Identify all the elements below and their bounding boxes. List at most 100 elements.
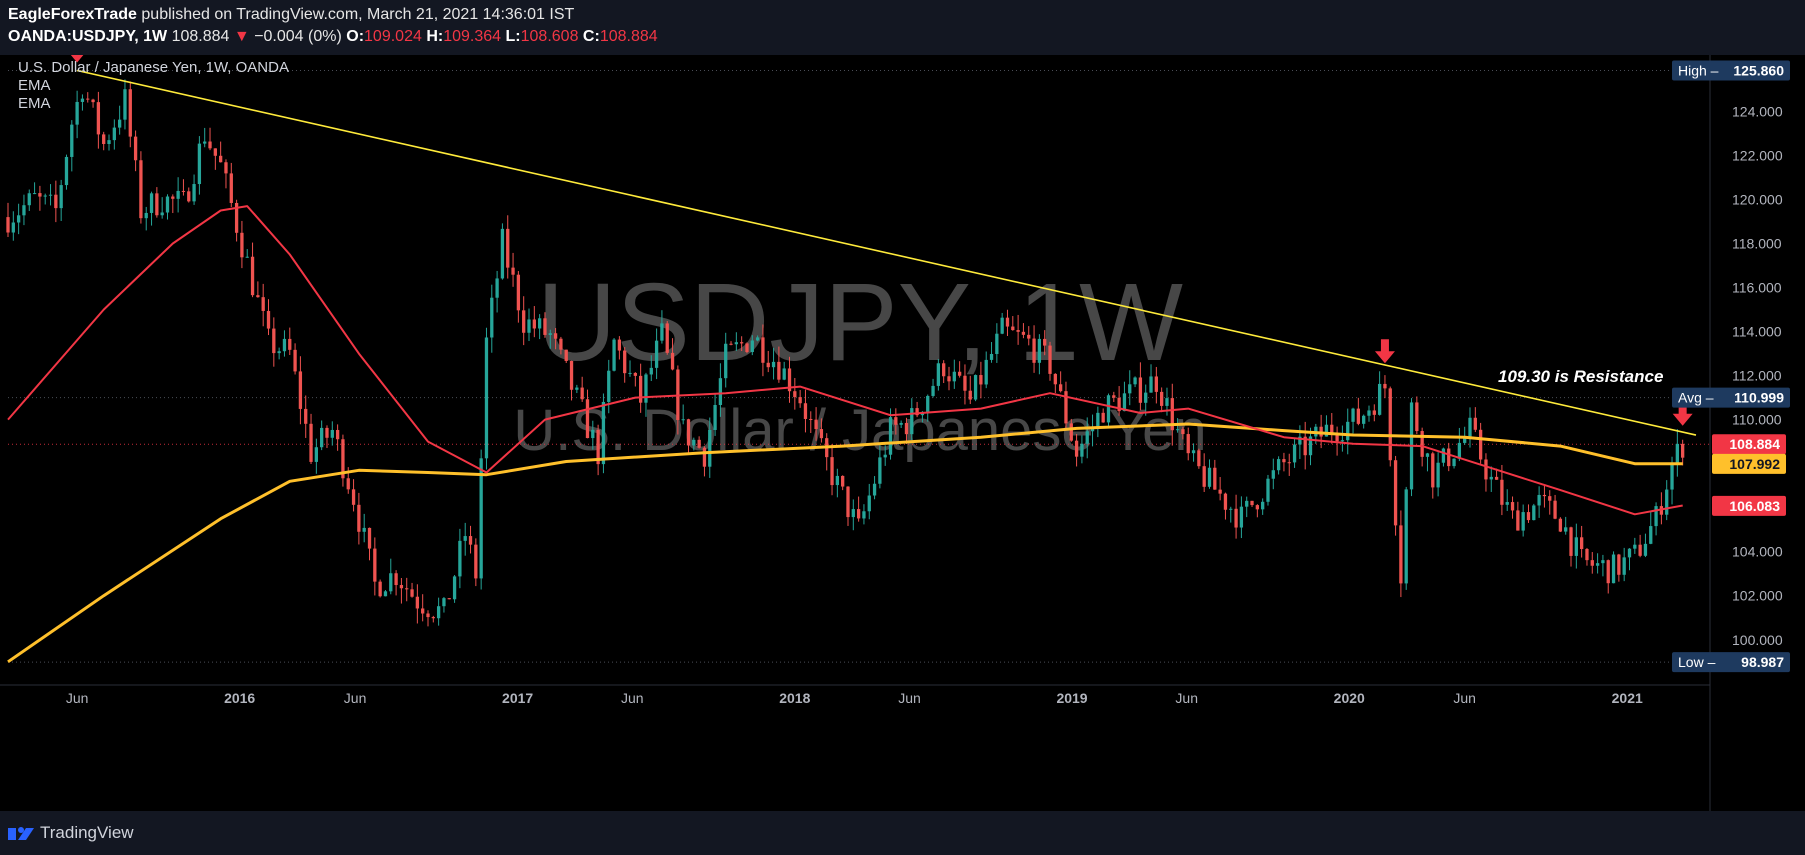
candle-body [591,429,595,439]
candle-body [38,193,42,197]
candle-body [1638,544,1642,556]
candle-body [814,419,818,430]
candle-body [995,333,999,354]
candle-body [894,417,898,425]
candle-body [1436,462,1440,488]
candle-body [548,333,552,335]
x-tick-label: Jun [344,690,367,706]
candle-body [1367,410,1371,416]
y-tick-label: 118.000 [1732,236,1782,252]
ema_slow-price-value: 107.992 [1729,456,1780,472]
candle-body [351,489,356,505]
candle-body [474,544,478,579]
low-price-badge [1672,652,1790,673]
x-tick-label: Jun [898,690,921,706]
ema-lines [7,205,1683,664]
candle-body [1478,429,1483,460]
candle-body [325,427,329,438]
high-key: H: [426,28,444,45]
watermark: USDJPY, 1W U.S. Dollar / Japanese Yen [513,261,1206,463]
open-value: 109.024 [364,28,422,45]
candle-body [1080,443,1084,457]
candle-body [293,349,297,372]
candle-body [1388,388,1392,461]
candle-body [1282,459,1286,463]
legend-ema-2[interactable]: EMA [18,95,51,112]
down-arrow-icon [1672,401,1693,426]
candle-body [1441,448,1446,463]
candle-body [1106,395,1111,423]
candle-body [1516,510,1520,531]
candle-body [1649,526,1653,544]
candle-body [1144,392,1148,403]
candle-body [1473,417,1477,430]
last-price: 108.884 [171,28,230,45]
candle-body [357,504,361,532]
candle-body [463,536,467,541]
candle-body [160,212,164,216]
candle-body [734,342,738,345]
price-chart[interactable]: USDJPY, 1W U.S. Dollar / Japanese Yen 10… [0,38,1805,811]
candle-body [1643,543,1648,556]
candle-body [1202,466,1206,487]
candle-body [633,372,637,376]
candle-body [654,340,659,368]
y-tick-label: 116.000 [1732,280,1782,296]
candle-body [11,222,15,233]
candle-body [266,310,271,329]
candle-body [1037,338,1042,363]
candle-body [245,256,249,258]
candle-body [1154,376,1158,392]
candle-body [511,267,515,275]
candle-body [399,585,404,589]
time-axis[interactable]: Jun 2016 Jun 2017 Jun 2018 Jun 2019 Jun 2020 Jun 20… [0,684,1710,706]
candle-body [224,162,228,174]
candle-body [405,588,409,590]
author-name[interactable]: EagleForexTrade [8,6,137,23]
candle-body [787,368,792,392]
y-tick-label: 104.000 [1732,544,1783,560]
candle-body [256,295,260,298]
candle-body [1431,453,1435,488]
candle-body [27,193,31,206]
legend-title: U.S. Dollar / Japanese Yen, 1W, OANDA [18,59,289,76]
candle-body [1532,505,1536,521]
candle-body [1207,467,1212,487]
candle-body [1489,476,1493,480]
candle-body [298,371,303,409]
candle-body [1261,501,1265,510]
candle-body [979,375,983,385]
candle-body [1617,554,1621,575]
candle-body [1681,443,1685,458]
candle-body [755,337,760,341]
y-tick-label: 110.000 [1732,412,1782,428]
candle-body [782,368,786,380]
candle-body [708,429,712,467]
candle-body [713,404,717,430]
candle-body [872,483,877,496]
candle-body [623,350,627,374]
candle-body [1425,453,1430,457]
candle-body [522,310,526,333]
candle-body [1324,424,1329,437]
candle-body [543,318,547,335]
tradingview-logo-icon[interactable] [8,824,34,842]
candle-body [6,217,10,233]
tradingview-brand[interactable]: TradingView [40,823,134,842]
candle-body [771,361,776,368]
candle-body [686,419,691,446]
legend-ema-1[interactable]: EMA [18,77,51,94]
candle-body [1585,549,1589,561]
price-axis[interactable]: 100.000102.000104.000106.000108.000110.0… [1709,55,1783,811]
candle-body [1234,508,1238,528]
watermark-description: U.S. Dollar / Japanese Yen [513,398,1206,463]
candle-body [644,374,648,403]
candle-body [261,297,265,311]
candle-body [187,191,191,202]
candle-body [133,136,138,161]
candle-body [1303,436,1307,456]
candle-body [452,576,457,600]
candle-body [208,141,212,149]
candle-body [766,362,770,368]
candle-body [495,278,499,298]
